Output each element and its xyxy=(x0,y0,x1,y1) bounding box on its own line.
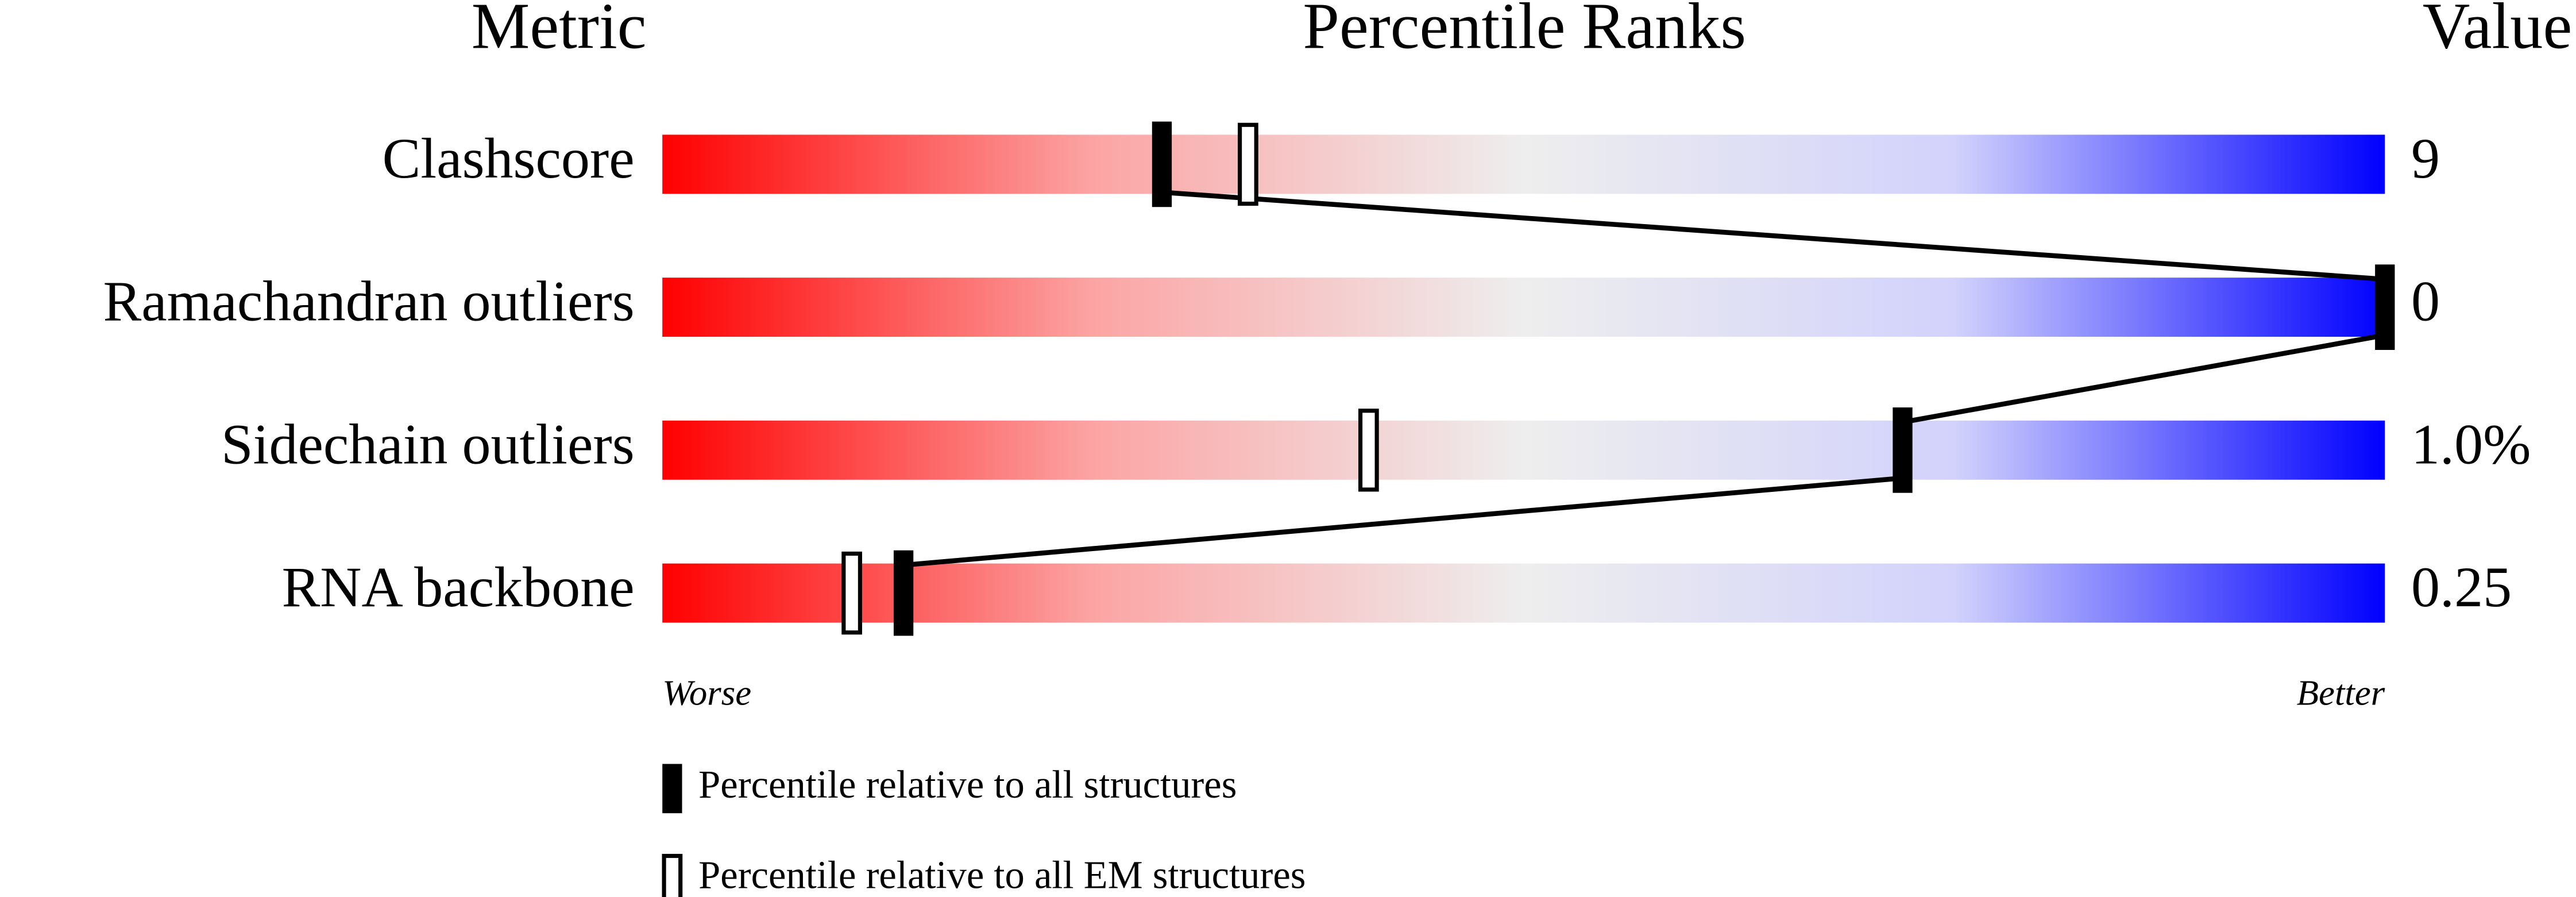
metric-header: Metric xyxy=(472,0,647,62)
percentile-bar xyxy=(662,278,2385,337)
better-label: Better xyxy=(2297,673,2385,713)
marker-all xyxy=(893,550,914,636)
connector xyxy=(903,475,1903,568)
metric-value: 0.25 xyxy=(2411,555,2512,619)
percentile-bar xyxy=(662,420,2385,480)
metric-label: RNA backbone xyxy=(282,555,635,619)
marker-em xyxy=(841,551,862,635)
marker-all xyxy=(2375,264,2395,350)
metric-value: 1.0% xyxy=(2411,412,2531,476)
value-header: Value xyxy=(2423,0,2572,62)
connector xyxy=(1902,333,2386,425)
connector xyxy=(1161,190,2385,282)
metric-value: 0 xyxy=(2411,270,2440,333)
percentile-bar xyxy=(662,563,2385,623)
legend-label: Percentile relative to all structures xyxy=(698,763,1237,806)
metric-label: Ramachandran outliers xyxy=(103,270,635,333)
percentile-bar xyxy=(662,134,2385,194)
marker-em xyxy=(1238,122,1258,206)
marker-all xyxy=(1152,121,1172,207)
legend-label: Percentile relative to all EM structures xyxy=(698,853,1306,896)
chart-title: Percentile Ranks xyxy=(1303,0,1746,62)
metric-label: Sidechain outliers xyxy=(221,412,635,476)
legend-swatch xyxy=(662,764,682,814)
marker-em xyxy=(1358,409,1379,492)
metric-label: Clashscore xyxy=(383,126,635,190)
marker-all xyxy=(1893,407,1913,493)
metric-value: 9 xyxy=(2411,126,2440,190)
legend-swatch xyxy=(662,853,683,897)
worse-label: Worse xyxy=(662,673,751,713)
